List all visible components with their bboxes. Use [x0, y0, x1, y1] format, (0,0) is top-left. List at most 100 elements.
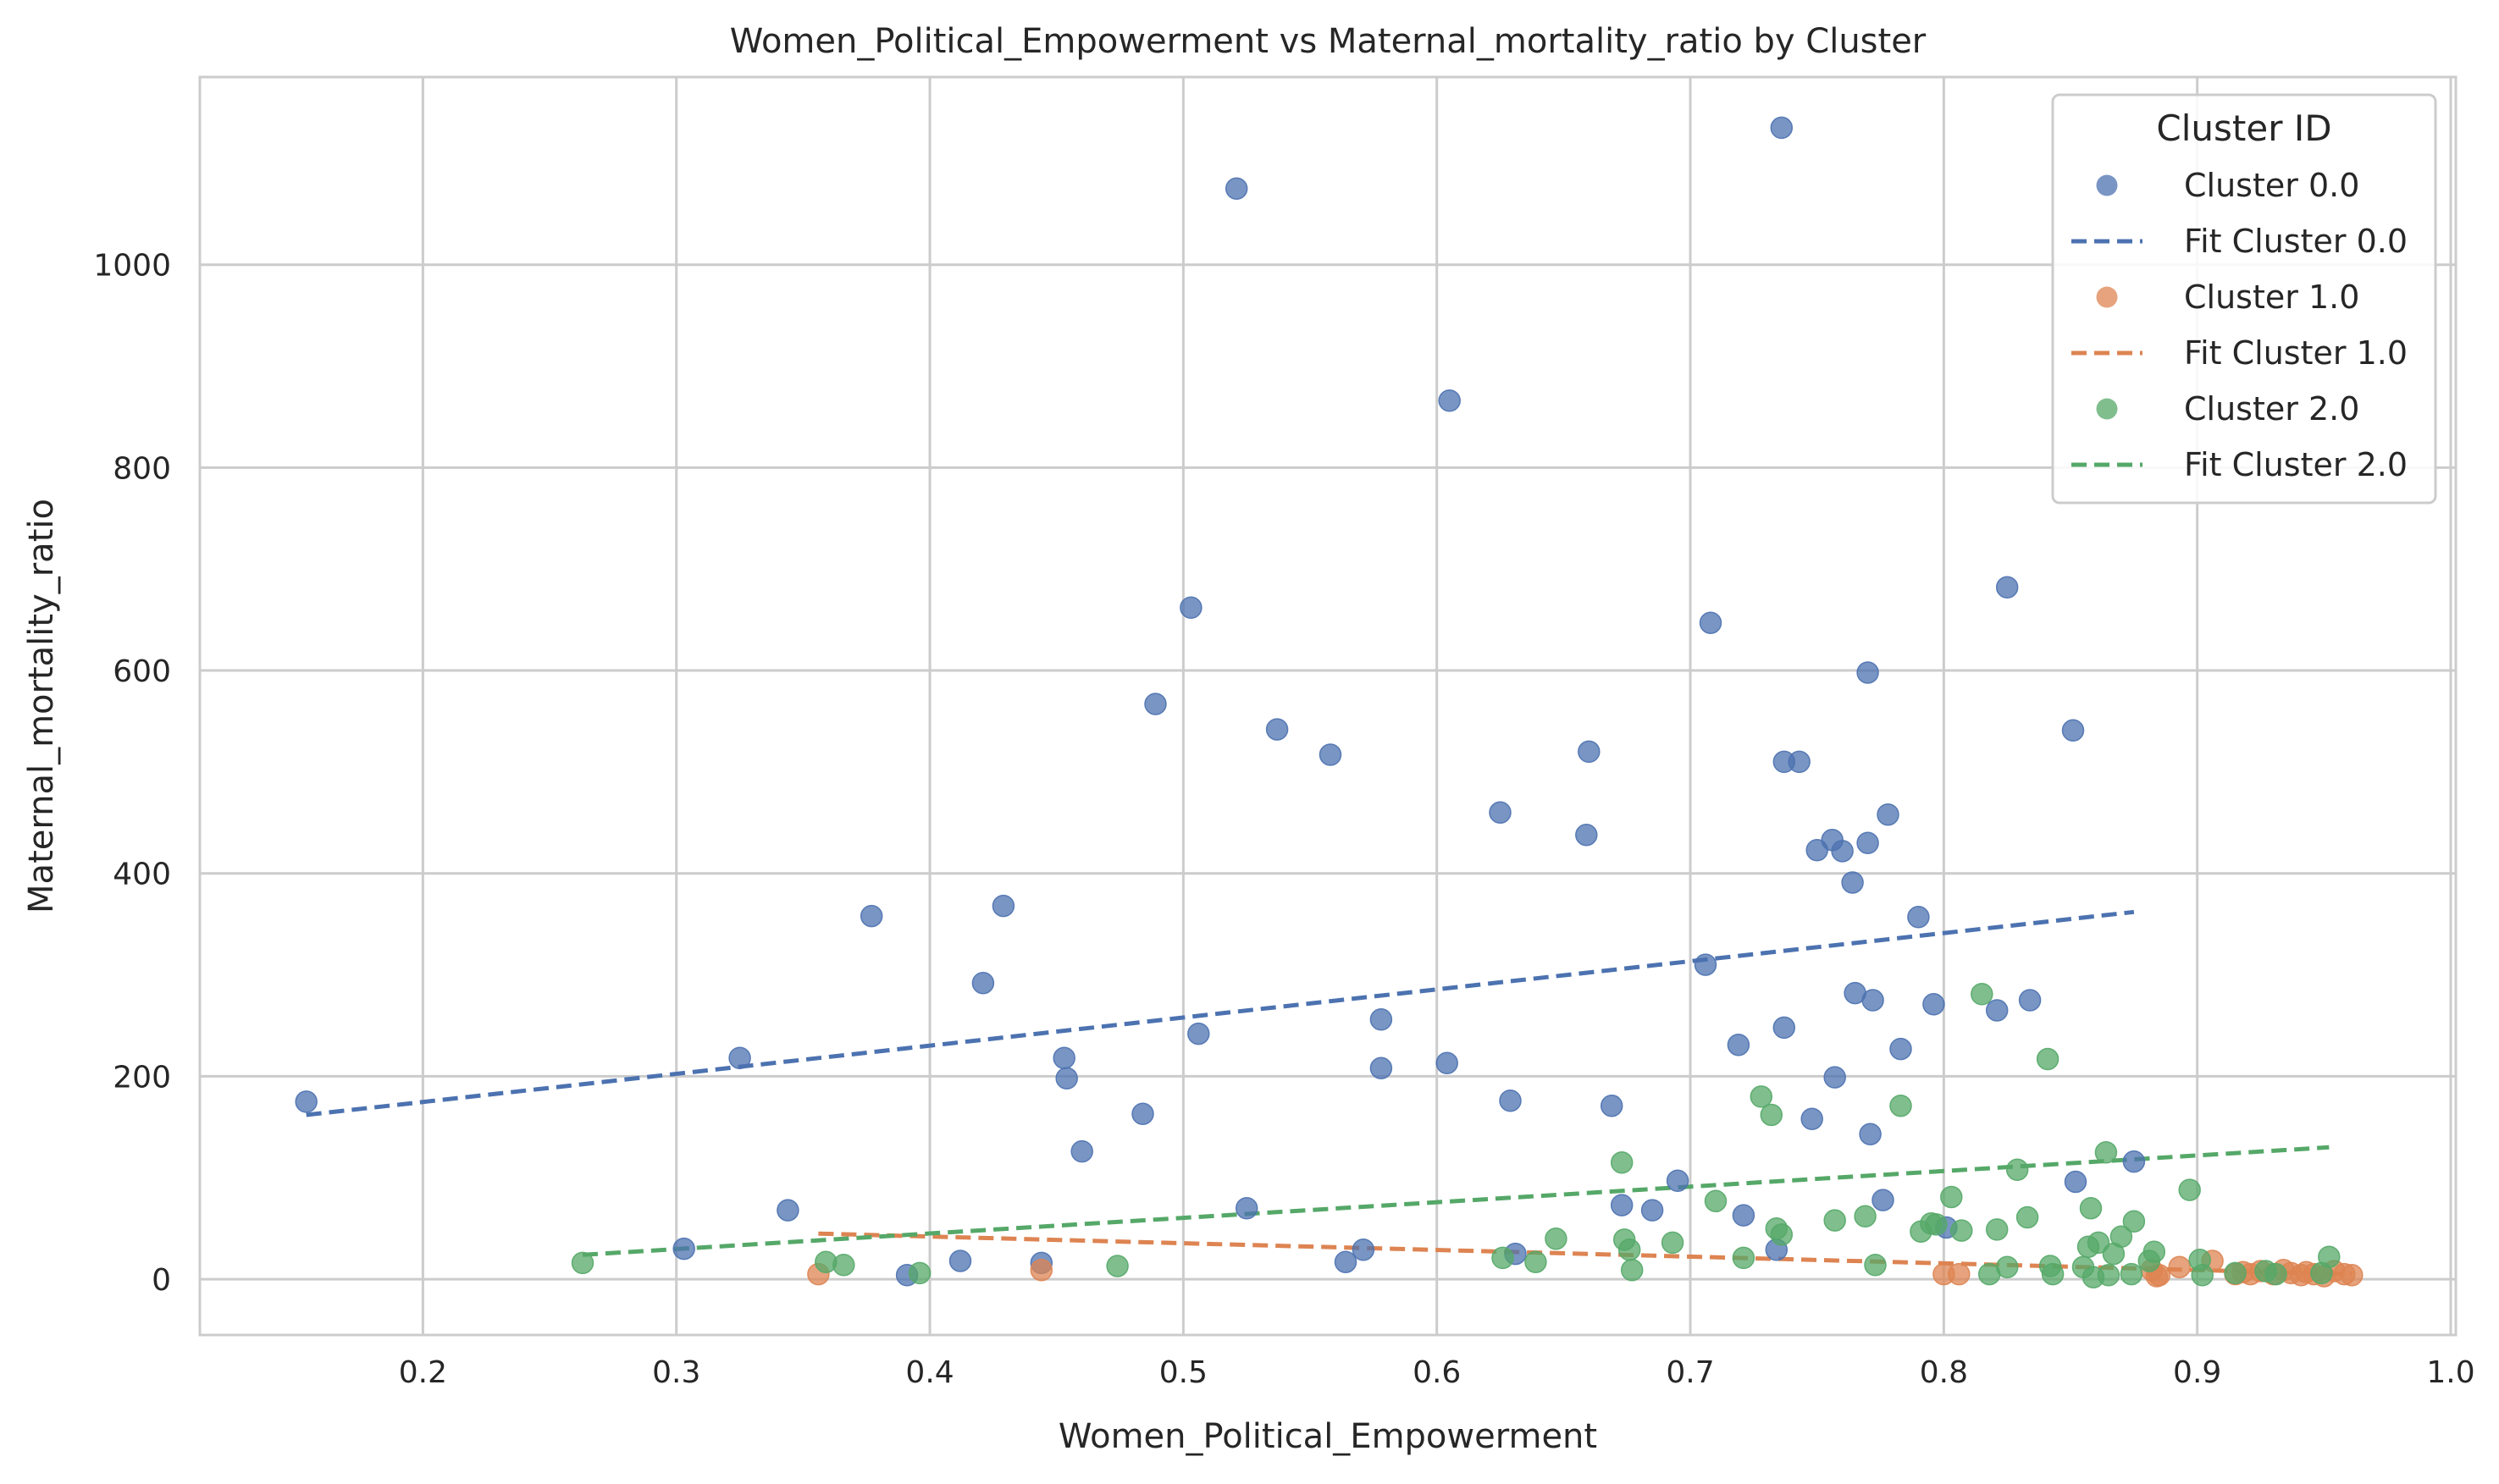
fit-lines — [306, 909, 2352, 1277]
point-cluster-2 — [1971, 983, 1993, 1006]
point-cluster-2 — [2097, 1264, 2120, 1287]
point-cluster-0 — [1727, 1034, 1750, 1056]
point-cluster-0 — [2122, 1150, 2146, 1173]
point-cluster-0 — [1694, 953, 1717, 976]
plot-frame — [198, 75, 2458, 1337]
point-cluster-1 — [2168, 1255, 2191, 1278]
point-cluster-0 — [1578, 740, 1601, 764]
point-cluster-0 — [1131, 1102, 1154, 1126]
x-tick-label: 0.3 — [652, 1355, 700, 1390]
point-cluster-2 — [2264, 1262, 2287, 1286]
point-cluster-0 — [672, 1237, 695, 1261]
point-cluster-0 — [1856, 831, 1879, 855]
point-cluster-0 — [1788, 750, 1811, 774]
point-cluster-0 — [1907, 906, 1930, 929]
point-cluster-2 — [1995, 1255, 2019, 1278]
legend-marker — [2096, 398, 2118, 420]
point-cluster-1 — [2341, 1264, 2364, 1287]
point-cluster-0 — [1841, 871, 1864, 894]
legend-box — [2051, 93, 2437, 505]
point-cluster-0 — [1055, 1067, 1078, 1090]
point-cluster-2 — [1940, 1185, 1963, 1209]
point-cluster-2 — [1704, 1189, 1728, 1213]
point-cluster-0 — [728, 1046, 751, 1070]
point-cluster-0 — [1732, 1204, 1755, 1227]
point-cluster-0 — [1352, 1239, 1375, 1261]
chart-title: Women_Political_Empowerment vs Maternal_… — [730, 22, 1927, 61]
point-cluster-0 — [1070, 1139, 1093, 1163]
y-tick-label: 200 — [113, 1060, 171, 1095]
point-cluster-2 — [1732, 1246, 1755, 1270]
point-cluster-2 — [1620, 1259, 1644, 1282]
legend-label: Fit Cluster 1.0 — [2184, 334, 2408, 372]
point-cluster-2 — [2005, 1158, 2029, 1181]
fit-line-cluster-1 — [818, 1231, 2352, 1277]
point-cluster-0 — [1438, 389, 1461, 412]
point-cluster-2 — [2079, 1196, 2103, 1220]
point-cluster-2 — [1661, 1231, 1684, 1255]
x-tick-label: 0.5 — [1159, 1355, 1208, 1390]
point-cluster-0 — [1489, 801, 1512, 825]
x-tick-label: 0.2 — [399, 1355, 447, 1390]
point-cluster-0 — [948, 1250, 972, 1272]
y-tick-label: 600 — [113, 654, 171, 689]
point-cluster-0 — [2061, 719, 2085, 742]
point-cluster-0 — [1435, 1051, 1458, 1075]
point-cluster-2 — [1106, 1255, 1129, 1277]
point-cluster-0 — [992, 894, 1015, 918]
point-cluster-0 — [1144, 692, 1167, 715]
point-cluster-0 — [777, 1199, 799, 1222]
point-cluster-0 — [1499, 1089, 1522, 1112]
point-cluster-0 — [1369, 1008, 1393, 1031]
point-cluster-2 — [1491, 1246, 1514, 1270]
point-cluster-2 — [2041, 1262, 2065, 1286]
point-cluster-2 — [2036, 1047, 2059, 1071]
point-cluster-0 — [1640, 1199, 1664, 1222]
point-cluster-0 — [1235, 1196, 1258, 1220]
point-cluster-2 — [908, 1261, 932, 1285]
point-cluster-2 — [1925, 1213, 1948, 1236]
point-cluster-2 — [2318, 1245, 2341, 1268]
point-cluster-2 — [1617, 1239, 1641, 1261]
point-cluster-1 — [1948, 1262, 1971, 1286]
point-cluster-0 — [295, 1090, 318, 1113]
point-cluster-1 — [1030, 1259, 1053, 1282]
point-cluster-2 — [1889, 1094, 1912, 1117]
point-cluster-0 — [1800, 1107, 1823, 1130]
point-cluster-0 — [1831, 840, 1854, 863]
point-cluster-2 — [2094, 1141, 2118, 1164]
data-points — [295, 116, 2364, 1288]
y-tick-label: 800 — [113, 451, 171, 486]
y-tick-label: 400 — [113, 858, 171, 892]
point-cluster-2 — [571, 1251, 594, 1275]
point-cluster-0 — [2018, 989, 2042, 1012]
point-cluster-0 — [1666, 1169, 1689, 1193]
point-cluster-0 — [1369, 1056, 1393, 1080]
point-cluster-0 — [1871, 1189, 1894, 1211]
point-cluster-2 — [832, 1254, 855, 1277]
legend: Cluster ID Cluster 0.0 Fit Cluster 0.0 Clu… — [2051, 93, 2437, 505]
point-cluster-2 — [1823, 1209, 1846, 1232]
point-cluster-0 — [1823, 1066, 1846, 1089]
point-cluster-2 — [1545, 1227, 1567, 1250]
legend-label: Fit Cluster 0.0 — [2184, 223, 2408, 260]
point-cluster-2 — [1610, 1151, 1634, 1174]
point-cluster-0 — [1772, 1016, 1796, 1040]
x-tick-label: 0.4 — [905, 1355, 954, 1390]
point-cluster-2 — [1760, 1103, 1783, 1127]
point-cluster-0 — [1985, 999, 2009, 1022]
point-cluster-2 — [2120, 1262, 2143, 1286]
y-tick-label: 0 — [152, 1263, 171, 1298]
point-cluster-0 — [2064, 1170, 2087, 1194]
fit-line-cluster-0 — [306, 909, 2135, 1117]
point-cluster-2 — [2109, 1225, 2133, 1249]
point-cluster-0 — [1319, 743, 1342, 766]
x-tick-labels: 0.2 0.3 0.4 0.5 0.6 0.7 0.8 0.9 1.0 — [399, 1355, 2475, 1390]
point-cluster-0 — [1053, 1046, 1075, 1070]
point-cluster-2 — [2178, 1178, 2201, 1201]
point-cluster-2 — [1770, 1223, 1794, 1246]
point-cluster-0 — [1861, 989, 1884, 1012]
x-axis-label: Women_Political_Empowerment — [1059, 1417, 1597, 1456]
point-cluster-2 — [1950, 1219, 1973, 1242]
